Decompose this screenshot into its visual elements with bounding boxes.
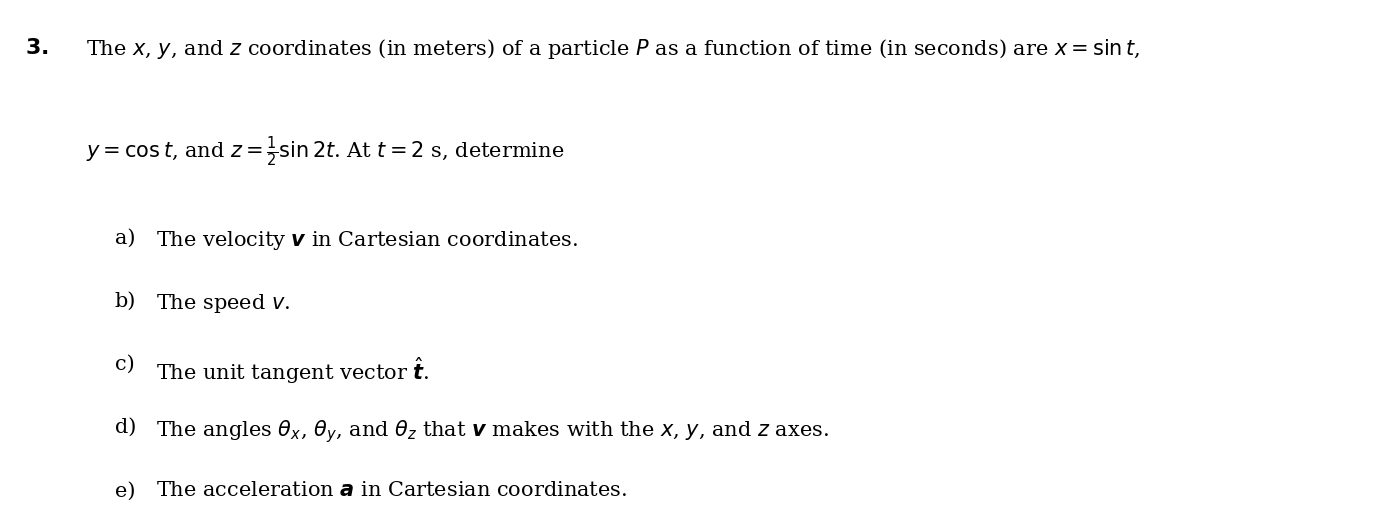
Text: $y = \cos t$, and $z = \frac{1}{2}\sin 2t$. At $t = 2$ s, determine: $y = \cos t$, and $z = \frac{1}{2}\sin 2… (86, 134, 565, 169)
Text: The $x$, $y$, and $z$ coordinates (in meters) of a particle $P$ as a function of: The $x$, $y$, and $z$ coordinates (in me… (86, 37, 1140, 61)
Text: a): a) (115, 229, 136, 248)
Text: e): e) (115, 481, 136, 500)
Text: b): b) (115, 292, 136, 311)
Text: d): d) (115, 418, 136, 437)
Text: c): c) (115, 355, 134, 374)
Text: $\mathbf{3.}$: $\mathbf{3.}$ (25, 37, 48, 59)
Text: The acceleration $\boldsymbol{a}$ in Cartesian coordinates.: The acceleration $\boldsymbol{a}$ in Car… (156, 481, 627, 500)
Text: The angles $\theta_x$, $\theta_y$, and $\theta_z$ that $\boldsymbol{v}$ makes wi: The angles $\theta_x$, $\theta_y$, and $… (156, 418, 829, 445)
Text: The speed $v$.: The speed $v$. (156, 292, 291, 315)
Text: The velocity $\boldsymbol{v}$ in Cartesian coordinates.: The velocity $\boldsymbol{v}$ in Cartesi… (156, 229, 579, 252)
Text: The unit tangent vector $\hat{\boldsymbol{t}}$.: The unit tangent vector $\hat{\boldsymbo… (156, 355, 430, 386)
